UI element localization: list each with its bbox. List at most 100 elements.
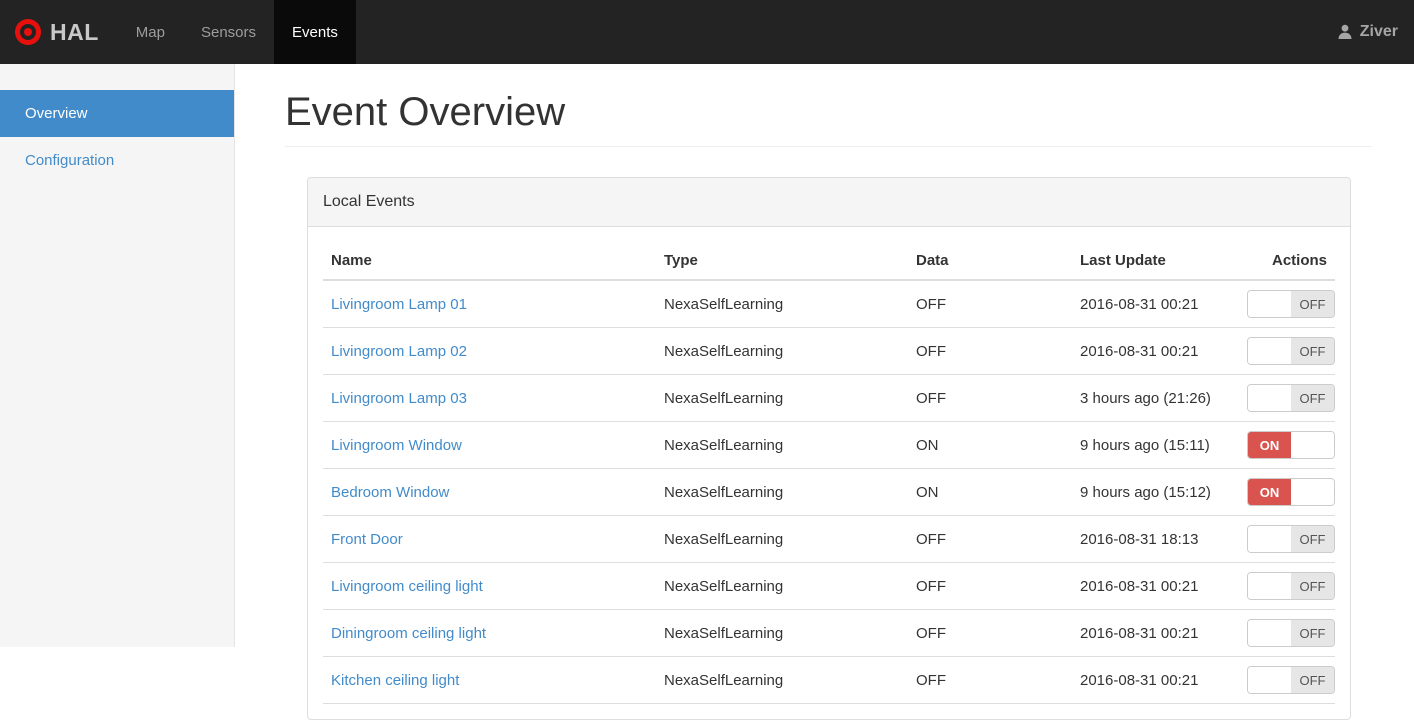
col-header-data: Data (908, 242, 1072, 281)
nav-item-map[interactable]: Map (135, 23, 165, 41)
event-data-cell: OFF (908, 280, 1072, 328)
table-row: Diningroom ceiling light NexaSelfLearnin… (323, 609, 1335, 657)
table-row: Livingroom Lamp 03 NexaSelfLearning OFF … (323, 374, 1335, 422)
event-name-link[interactable]: Livingroom Lamp 03 (331, 389, 467, 407)
event-data-cell: OFF (908, 562, 1072, 610)
event-last-update-cell: 2016-08-31 00:21 (1072, 656, 1239, 704)
nav-item-sensors[interactable]: Sensors (200, 23, 256, 41)
event-name-link[interactable]: Livingroom Window (331, 436, 462, 454)
event-last-update-cell: 2016-08-31 18:13 (1072, 515, 1239, 563)
toggle-state-label: ON (1248, 479, 1291, 505)
events-table-body: Livingroom Lamp 01 NexaSelfLearning OFF … (323, 280, 1335, 704)
table-row: Kitchen ceiling light NexaSelfLearning O… (323, 656, 1335, 704)
toggle-handle (1248, 667, 1291, 693)
navbar-items: Map Sensors Events (118, 0, 356, 64)
panel-body: Name Type Data Last Update Actions Livin… (308, 227, 1350, 719)
event-data-cell: OFF (908, 609, 1072, 657)
event-toggle-switch[interactable]: OFF (1247, 572, 1335, 600)
col-header-type: Type (656, 242, 908, 281)
top-navbar: HAL Map Sensors Events Ziver (0, 0, 1414, 64)
toggle-handle (1248, 620, 1291, 646)
table-row: Livingroom Lamp 02 NexaSelfLearning OFF … (323, 327, 1335, 375)
event-last-update-cell: 3 hours ago (21:26) (1072, 374, 1239, 422)
event-toggle-switch[interactable]: OFF (1247, 525, 1335, 553)
toggle-state-label: OFF (1291, 291, 1334, 317)
table-row: Front Door NexaSelfLearning OFF 2016-08-… (323, 515, 1335, 563)
hal-logo-target-icon (15, 19, 41, 45)
event-data-cell: OFF (908, 656, 1072, 704)
brand[interactable]: HAL (0, 0, 99, 64)
event-toggle-switch[interactable]: OFF (1247, 384, 1335, 412)
event-last-update-cell: 2016-08-31 00:21 (1072, 609, 1239, 657)
toggle-handle (1248, 291, 1291, 317)
event-last-update-cell: 2016-08-31 00:21 (1072, 562, 1239, 610)
nav-item-events[interactable]: Events (274, 0, 356, 64)
event-name-link[interactable]: Livingroom Lamp 01 (331, 295, 467, 313)
toggle-state-label: OFF (1291, 338, 1334, 364)
event-type-cell: NexaSelfLearning (656, 327, 908, 375)
event-name-link[interactable]: Diningroom ceiling light (331, 624, 487, 642)
event-type-cell: NexaSelfLearning (656, 280, 908, 328)
toggle-state-label: OFF (1291, 573, 1334, 599)
user-menu[interactable]: Ziver (1336, 0, 1414, 64)
page-title: Event Overview (285, 90, 1372, 147)
event-toggle-switch[interactable]: ON (1247, 431, 1335, 459)
sidebar: Overview Configuration (0, 64, 235, 647)
event-name-link[interactable]: Front Door (331, 530, 403, 548)
panel-title: Local Events (308, 178, 1350, 227)
toggle-handle (1248, 526, 1291, 552)
table-header-row: Name Type Data Last Update Actions (323, 242, 1335, 281)
event-data-cell: ON (908, 468, 1072, 516)
event-last-update-cell: 2016-08-31 00:21 (1072, 280, 1239, 328)
toggle-state-label: ON (1248, 432, 1291, 458)
event-type-cell: NexaSelfLearning (656, 515, 908, 563)
event-toggle-switch[interactable]: OFF (1247, 619, 1335, 647)
event-toggle-switch[interactable]: OFF (1247, 290, 1335, 318)
events-table: Name Type Data Last Update Actions Livin… (323, 242, 1335, 704)
toggle-handle (1248, 573, 1291, 599)
toggle-state-label: OFF (1291, 385, 1334, 411)
toggle-state-label: OFF (1291, 620, 1334, 646)
col-header-name: Name (323, 242, 656, 281)
col-header-actions: Actions (1239, 242, 1335, 281)
event-last-update-cell: 2016-08-31 00:21 (1072, 327, 1239, 375)
event-type-cell: NexaSelfLearning (656, 656, 908, 704)
event-last-update-cell: 9 hours ago (15:11) (1072, 421, 1239, 469)
event-toggle-switch[interactable]: OFF (1247, 666, 1335, 694)
toggle-handle (1291, 432, 1334, 458)
col-header-last-update: Last Update (1072, 242, 1239, 281)
toggle-handle (1248, 385, 1291, 411)
brand-label: HAL (50, 18, 99, 45)
table-row: Livingroom Window NexaSelfLearning ON 9 … (323, 421, 1335, 469)
sidebar-item-configuration[interactable]: Configuration (25, 152, 115, 169)
event-data-cell: OFF (908, 515, 1072, 563)
event-name-link[interactable]: Bedroom Window (331, 483, 450, 501)
event-toggle-switch[interactable]: OFF (1247, 337, 1335, 365)
event-type-cell: NexaSelfLearning (656, 609, 908, 657)
event-name-link[interactable]: Livingroom ceiling light (331, 577, 483, 595)
table-row: Livingroom ceiling light NexaSelfLearnin… (323, 562, 1335, 610)
table-row: Bedroom Window NexaSelfLearning ON 9 hou… (323, 468, 1335, 516)
main-layout: Overview Configuration Event Overview Lo… (0, 64, 1414, 720)
table-row: Livingroom Lamp 01 NexaSelfLearning OFF … (323, 280, 1335, 328)
event-data-cell: OFF (908, 374, 1072, 422)
event-type-cell: NexaSelfLearning (656, 421, 908, 469)
user-name: Ziver (1359, 23, 1398, 40)
event-toggle-switch[interactable]: ON (1247, 478, 1335, 506)
sidebar-item-overview[interactable]: Overview (0, 90, 234, 137)
event-type-cell: NexaSelfLearning (656, 562, 908, 610)
event-data-cell: ON (908, 421, 1072, 469)
event-name-link[interactable]: Livingroom Lamp 02 (331, 342, 467, 360)
toggle-handle (1291, 479, 1334, 505)
event-name-link[interactable]: Kitchen ceiling light (331, 671, 460, 689)
event-type-cell: NexaSelfLearning (656, 468, 908, 516)
person-icon (1336, 23, 1354, 41)
local-events-panel: Local Events Name Type Data Last Update … (307, 177, 1351, 720)
toggle-state-label: OFF (1291, 526, 1334, 552)
event-type-cell: NexaSelfLearning (656, 374, 908, 422)
event-data-cell: OFF (908, 327, 1072, 375)
toggle-state-label: OFF (1291, 667, 1334, 693)
content-area: Event Overview Local Events Name Type Da… (235, 64, 1414, 720)
toggle-handle (1248, 338, 1291, 364)
event-last-update-cell: 9 hours ago (15:12) (1072, 468, 1239, 516)
